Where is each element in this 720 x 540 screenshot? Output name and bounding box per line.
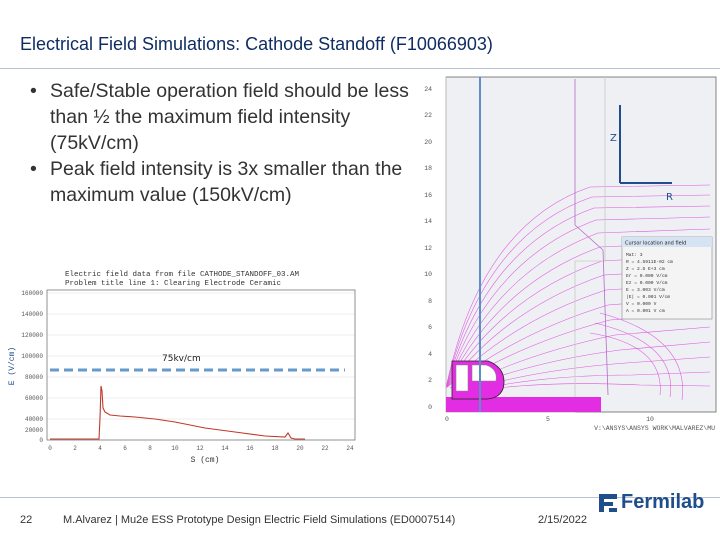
field-intensity-plot: Electric field data from file CATHODE_ST… bbox=[8, 271, 356, 465]
y-tick: 4 bbox=[428, 351, 432, 358]
x-tick: 0 bbox=[48, 445, 52, 452]
equipotential-plot: 24 22 20 18 16 14 12 10 8 6 4 2 0 0 5 10… bbox=[424, 76, 717, 432]
y-tick: 22 bbox=[424, 112, 432, 119]
dialog-line: Z = 2.5 E+3 cm bbox=[626, 266, 665, 272]
y-tick: 0 bbox=[39, 437, 43, 444]
cathode-region bbox=[446, 397, 601, 412]
x-tick: 14 bbox=[221, 445, 229, 452]
fermilab-logo-icon bbox=[599, 494, 617, 512]
bullet-dot: • bbox=[30, 158, 37, 180]
y-tick: 120000 bbox=[21, 332, 43, 339]
dialog-title: Cursor location and field bbox=[625, 241, 686, 247]
y-tick: 12 bbox=[424, 245, 432, 252]
x-tick: 24 bbox=[346, 445, 354, 452]
y-tick: 40000 bbox=[25, 416, 43, 423]
dialog-line: A = 0.001 V cm bbox=[626, 308, 665, 314]
dialog-line: Er = 0.000 V/cm bbox=[626, 273, 668, 279]
z-axis-label: Z bbox=[610, 133, 617, 144]
dialog-line: Ez = 0.000 V/cm bbox=[626, 280, 668, 286]
dialog-line: Mat: 3 bbox=[626, 252, 643, 258]
y-tick: 16 bbox=[424, 192, 432, 199]
x-tick: 20 bbox=[296, 445, 304, 452]
bullet-item: • Peak field intensity is 3x smaller than… bbox=[30, 156, 415, 208]
r-axis-label: R bbox=[666, 192, 673, 203]
field-plot-header-1: Electric field data from file CATHODE_ST… bbox=[65, 271, 300, 279]
y-tick: 14 bbox=[424, 218, 432, 225]
fermilab-logo: Fermilab bbox=[597, 489, 709, 517]
dialog-line: E = 3.003 V/cm bbox=[626, 287, 665, 293]
y-tick: 140000 bbox=[21, 311, 43, 318]
dialog-line: |E| = 0.001 V/cm bbox=[626, 294, 670, 300]
x-tick: 8 bbox=[148, 445, 152, 452]
path-label: V:\ANSYS\ANSYS WORK\MALVAREZ\MU bbox=[594, 425, 715, 432]
x-tick: 6 bbox=[123, 445, 127, 452]
bullet-dot: • bbox=[30, 80, 37, 102]
y-tick: 100000 bbox=[21, 353, 43, 360]
bullet-item: • Safe/Stable operation field should be l… bbox=[30, 78, 415, 156]
y-tick: 0 bbox=[428, 404, 432, 411]
field-plot-xlabel: S (cm) bbox=[191, 456, 220, 465]
bullet-text: Safe/Stable operation field should be le… bbox=[50, 80, 409, 154]
y-tick: 20 bbox=[424, 139, 432, 146]
x-tick: 10 bbox=[646, 416, 654, 423]
x-tick: 12 bbox=[196, 445, 204, 452]
fermilab-logo-text: Fermilab bbox=[621, 491, 705, 513]
field-plot-header-2: Problem title line 1: Clearing Electrode… bbox=[65, 280, 281, 288]
y-tick: 6 bbox=[428, 324, 432, 331]
footer-text: M.Alvarez | Mu2e ESS Prototype Design El… bbox=[63, 514, 456, 526]
y-tick: 60000 bbox=[25, 395, 43, 402]
bullet-text: Peak field intensity is 3x smaller than … bbox=[50, 158, 403, 206]
x-tick: 2 bbox=[73, 445, 77, 452]
x-tick: 0 bbox=[445, 416, 449, 423]
x-tick: 4 bbox=[98, 445, 102, 452]
dialog-line: V = 0.000 V bbox=[626, 301, 657, 307]
electrode-boundary bbox=[574, 79, 609, 396]
dialog-line: R = 4.5911E-02 cm bbox=[626, 259, 673, 265]
threshold-label: 75kv/cm bbox=[162, 354, 201, 364]
x-tick: 10 bbox=[171, 445, 179, 452]
field-plot-frame bbox=[46, 289, 356, 441]
y-tick: 8 bbox=[428, 298, 432, 305]
electrode-cutout bbox=[455, 364, 469, 392]
y-tick: 18 bbox=[424, 165, 432, 172]
y-tick: 24 bbox=[424, 86, 432, 93]
footer-divider bbox=[0, 497, 720, 498]
slide-title: Electrical Field Simulations: Cathode St… bbox=[20, 34, 493, 54]
y-tick: 2 bbox=[428, 377, 432, 384]
title-divider bbox=[0, 68, 720, 69]
x-tick: 22 bbox=[321, 445, 329, 452]
footer-date: 2/15/2022 bbox=[538, 514, 587, 526]
field-curve bbox=[50, 385, 305, 440]
cursor-dialog: Cursor location and field Mat: 3 R = 4.5… bbox=[621, 236, 713, 320]
field-plot-ylabel: E (V/cm) bbox=[8, 347, 17, 385]
x-tick: 16 bbox=[246, 445, 254, 452]
field-plot-grid bbox=[47, 292, 355, 420]
chamber-boundary bbox=[445, 77, 606, 413]
electrode-cutout bbox=[471, 364, 497, 382]
y-tick: 20000 bbox=[25, 427, 43, 434]
page-number: 22 bbox=[20, 514, 33, 526]
x-tick: 18 bbox=[271, 445, 279, 452]
y-tick: 10 bbox=[424, 271, 432, 278]
y-tick: 80000 bbox=[25, 374, 43, 381]
y-tick: 160000 bbox=[21, 290, 43, 297]
bullet-list: • Safe/Stable operation field should be l… bbox=[30, 78, 415, 208]
x-tick: 5 bbox=[546, 416, 550, 423]
